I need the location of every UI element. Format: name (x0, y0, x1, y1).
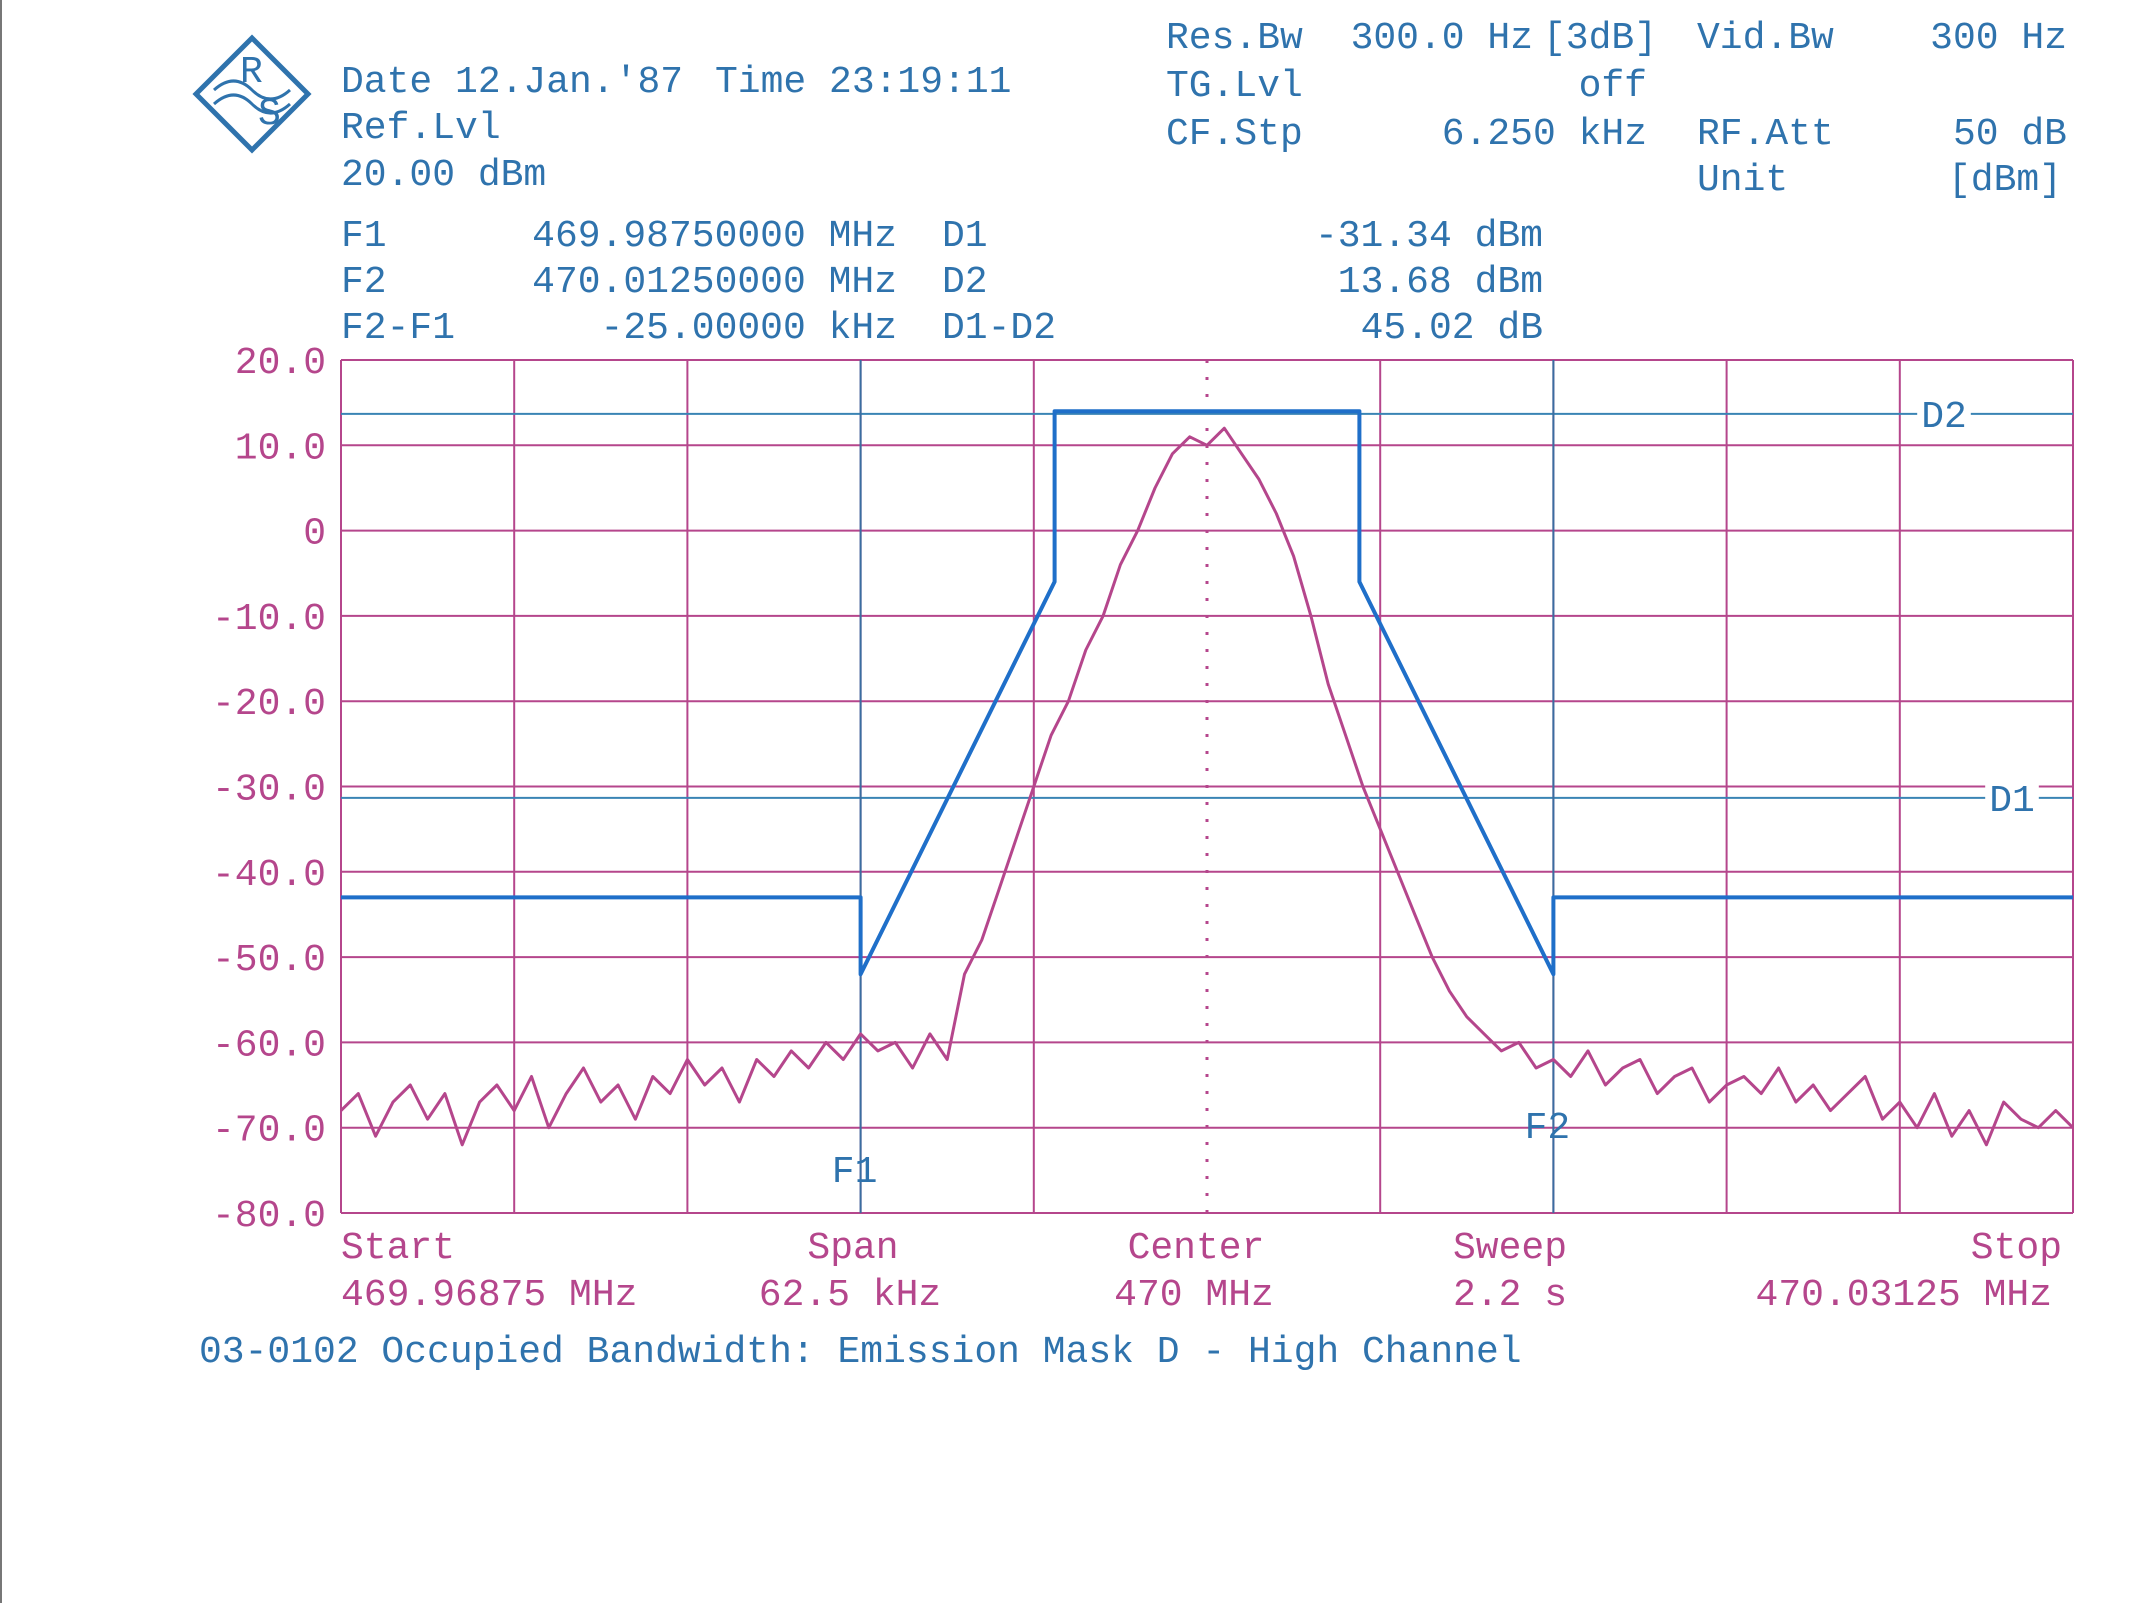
footer-value: 62.5 kHz (759, 1274, 941, 1317)
level-value: 13.68 dBm (1338, 261, 1543, 304)
header-text: Date 12.Jan.'87 (341, 61, 683, 104)
logo-waves (212, 79, 292, 115)
level-name: D1 (942, 215, 988, 258)
y-tick-label: -30.0 (212, 769, 326, 812)
y-tick-label: -70.0 (212, 1110, 326, 1153)
y-tick-label: -50.0 (212, 939, 326, 982)
marker-value: 469.98750000 MHz (532, 215, 897, 258)
header-text: RF.Att (1697, 113, 1834, 156)
logo-r: R (240, 51, 263, 94)
caption: 03-0102 Occupied Bandwidth: Emission Mas… (199, 1331, 1522, 1374)
footer-name: Sweep (1453, 1227, 1567, 1270)
header-text: 50 dB (1953, 113, 2067, 156)
marker-name: F2-F1 (341, 307, 455, 350)
footer-name: Start (341, 1227, 455, 1270)
marker-label: F2 (1525, 1107, 1571, 1150)
footer-value: 2.2 s (1453, 1274, 1567, 1317)
level-value: 45.02 dB (1361, 307, 1543, 350)
footer-value: 470 MHz (1114, 1274, 1274, 1317)
footer-name: Span (807, 1227, 898, 1270)
marker-value: 470.01250000 MHz (532, 261, 897, 304)
footer-value: 469.96875 MHz (341, 1274, 637, 1317)
header-text: 300.0 Hz (1351, 17, 1533, 60)
header-text: [dBm] (1948, 159, 2062, 202)
y-tick-label: 10.0 (235, 427, 326, 470)
header-text: Time 23:19:11 (715, 61, 1011, 104)
y-tick-label: -10.0 (212, 598, 326, 641)
footer-name: Stop (1971, 1227, 2062, 1270)
marker-name: F2 (341, 261, 387, 304)
marker-label: F1 (832, 1151, 878, 1194)
y-tick-label: -40.0 (212, 854, 326, 897)
marker-value: -25.00000 kHz (601, 307, 897, 350)
y-tick-label: -60.0 (212, 1024, 326, 1067)
y-tick-label: -80.0 (212, 1195, 326, 1238)
level-name: D2 (942, 261, 988, 304)
level-label: D2 (1921, 396, 1967, 439)
header-text: CF.Stp (1166, 113, 1303, 156)
level-label: D1 (1989, 780, 2035, 823)
footer-value: 470.03125 MHz (1756, 1274, 2052, 1317)
logo-diamond (192, 34, 312, 154)
logo-s: S (258, 93, 281, 136)
header-text: TG.Lvl (1166, 65, 1303, 108)
logo: R S (192, 34, 312, 154)
spectrum-trace (339, 426, 2075, 1147)
header-text: [3dB] (1543, 17, 1657, 60)
header-text: Unit (1697, 159, 1788, 202)
footer-name: Center (1128, 1227, 1265, 1270)
header-text: 20.00 dBm (341, 154, 546, 197)
header-text: Ref.Lvl (341, 107, 501, 150)
y-tick-label: -20.0 (212, 683, 326, 726)
y-tick-label: 20.0 (235, 342, 326, 385)
header-text: off (1579, 65, 1647, 108)
level-value: -31.34 dBm (1315, 215, 1543, 258)
level-label-bg (1917, 395, 1971, 439)
header-text: Vid.Bw (1697, 17, 1834, 60)
y-tick-label: 0 (303, 513, 326, 556)
emission-mask (341, 409, 2073, 977)
header-text: Res.Bw (1166, 17, 1303, 60)
level-label-bg (1985, 779, 2039, 823)
header-text: 6.250 kHz (1442, 113, 1647, 156)
marker-name: F1 (341, 215, 387, 258)
header-text: 300 Hz (1930, 17, 2067, 60)
level-name: D1-D2 (942, 307, 1056, 350)
